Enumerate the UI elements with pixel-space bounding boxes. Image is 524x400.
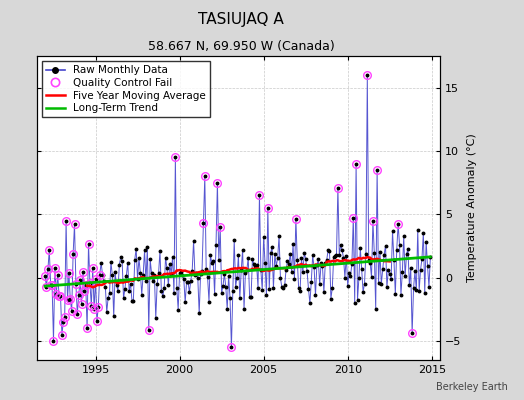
Text: Berkeley Earth: Berkeley Earth bbox=[436, 382, 508, 392]
Y-axis label: Temperature Anomaly (°C): Temperature Anomaly (°C) bbox=[467, 134, 477, 282]
Text: TASIUJAQ A: TASIUJAQ A bbox=[198, 12, 284, 27]
Legend: Raw Monthly Data, Quality Control Fail, Five Year Moving Average, Long-Term Tren: Raw Monthly Data, Quality Control Fail, … bbox=[42, 61, 210, 117]
Text: 58.667 N, 69.950 W (Canada): 58.667 N, 69.950 W (Canada) bbox=[148, 40, 334, 53]
